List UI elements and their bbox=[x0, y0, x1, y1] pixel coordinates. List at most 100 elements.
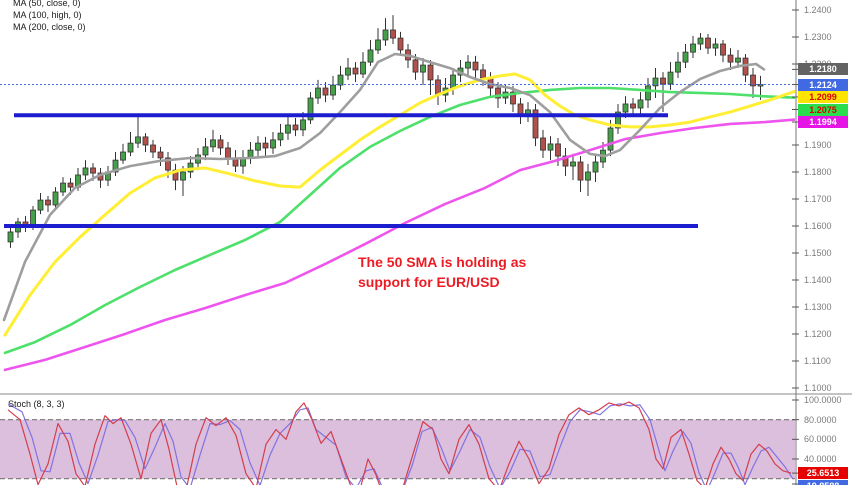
candle-bull bbox=[210, 139, 216, 148]
price-tick-label: 1.1700 bbox=[804, 194, 832, 204]
candle-bull bbox=[690, 43, 696, 53]
candle-bear bbox=[352, 67, 359, 75]
ma-50-line bbox=[2, 52, 766, 322]
candle-bear bbox=[217, 139, 224, 149]
candle-bull bbox=[255, 142, 261, 151]
price-tag: 1.2124 bbox=[798, 78, 848, 91]
candle-bear bbox=[630, 103, 636, 109]
stochastic-panel[interactable] bbox=[0, 401, 795, 485]
candle-bull bbox=[592, 161, 599, 173]
candle-bear bbox=[397, 37, 404, 51]
candle-bull bbox=[420, 64, 426, 73]
candle-bear bbox=[292, 124, 299, 131]
candle-bear bbox=[225, 147, 231, 159]
candle-bull bbox=[585, 171, 591, 181]
stochastic-label: Stoch (8, 3, 3) bbox=[8, 399, 65, 409]
stoch-tick-label: 40.0000 bbox=[804, 453, 837, 464]
ma-200-line bbox=[3, 86, 795, 355]
candle-bull bbox=[30, 209, 36, 227]
candle-bull bbox=[7, 231, 14, 243]
price-tick-label: 1.2400 bbox=[804, 5, 832, 15]
candle-bull bbox=[450, 74, 456, 89]
candle-bull bbox=[277, 132, 284, 141]
candle-bear bbox=[427, 64, 434, 81]
main-panel[interactable] bbox=[0, 15, 795, 372]
stoch-tick-label: 80.0000 bbox=[804, 414, 837, 425]
ma50-label: MA (50, close, 0) bbox=[13, 0, 81, 8]
annotation-line-1: The 50 SMA is holding as bbox=[358, 254, 527, 270]
candle-bear bbox=[412, 59, 419, 73]
candle-bull bbox=[337, 74, 344, 86]
candle-bull bbox=[735, 57, 741, 63]
indicator-data-window: MA (50, close, 0) MA (100, high, 0) MA (… bbox=[13, 0, 86, 33]
candle-bull bbox=[127, 142, 134, 153]
price-tick-label: 1.1600 bbox=[804, 221, 832, 231]
candle-bear bbox=[90, 167, 96, 174]
candle-bull bbox=[120, 151, 126, 161]
candle-bear bbox=[720, 43, 726, 56]
price-tick-label: 1.1500 bbox=[804, 248, 832, 258]
candle-bull bbox=[180, 171, 186, 181]
price-tick-label: 1.1000 bbox=[804, 383, 832, 393]
candle-bull bbox=[307, 97, 314, 121]
candle-bear bbox=[750, 74, 756, 87]
candle-bull bbox=[135, 136, 141, 144]
candle-bear bbox=[142, 136, 149, 146]
candle-bull bbox=[375, 39, 381, 51]
stoch-tick-label: 100.0000 bbox=[804, 395, 842, 405]
stoch-band bbox=[0, 419, 795, 479]
candle-bull bbox=[112, 159, 119, 173]
stoch-main-tag: 25.6513 bbox=[798, 467, 848, 480]
candle-bull bbox=[315, 87, 321, 99]
candle-bull bbox=[330, 84, 336, 96]
candle-bear bbox=[495, 87, 501, 99]
candle-bear bbox=[150, 144, 156, 153]
stoch-main-line bbox=[7, 401, 792, 485]
candle-bull bbox=[345, 67, 351, 76]
candle-bull bbox=[652, 77, 659, 87]
candle-bear bbox=[390, 29, 396, 39]
chart-annotation: The 50 SMA is holding as support for EUR… bbox=[358, 252, 526, 292]
candle-bull bbox=[675, 61, 681, 73]
candle-bull bbox=[37, 199, 44, 211]
candle-bear bbox=[480, 69, 486, 79]
candle-bull bbox=[465, 61, 471, 69]
ma-long-line bbox=[3, 118, 795, 372]
candle-bull bbox=[60, 182, 66, 193]
candle-bear bbox=[322, 87, 329, 96]
candle-bull bbox=[360, 61, 366, 75]
candle-bear bbox=[555, 143, 561, 157]
candle-bear bbox=[165, 157, 171, 171]
price-tick-label: 1.1900 bbox=[804, 140, 832, 150]
candle-bull bbox=[82, 167, 89, 176]
candle-bull bbox=[285, 124, 291, 134]
candle-bear bbox=[660, 77, 666, 85]
ma100-label: MA (100, high, 0) bbox=[13, 10, 82, 20]
price-tick-label: 1.1300 bbox=[804, 302, 832, 312]
price-tick-label: 1.1200 bbox=[804, 329, 832, 339]
candle-bull bbox=[270, 139, 276, 149]
candle-bull bbox=[547, 143, 554, 151]
price-tick-label: 1.1100 bbox=[804, 356, 831, 366]
candle-bull bbox=[667, 71, 674, 85]
price-tick-label: 1.1400 bbox=[804, 275, 832, 285]
stoch-signal-line bbox=[7, 403, 794, 485]
candle-bear bbox=[67, 182, 74, 188]
candle-bear bbox=[532, 109, 539, 139]
stoch-tick-label: 60.0000 bbox=[804, 434, 837, 445]
candle-bear bbox=[262, 142, 269, 149]
candle-bull bbox=[367, 49, 374, 63]
candle-bear bbox=[577, 161, 584, 181]
annotation-line-2: support for EUR/USD bbox=[358, 274, 500, 290]
candle-bull bbox=[637, 99, 644, 109]
candle-bear bbox=[510, 91, 516, 105]
price-tag: 1.2075 bbox=[798, 103, 848, 116]
candle-bull bbox=[570, 161, 576, 167]
candle-bear bbox=[157, 151, 164, 159]
candle-bull bbox=[682, 51, 689, 63]
candle-bull bbox=[607, 127, 614, 151]
candle-bull bbox=[52, 191, 59, 206]
candle-bull bbox=[712, 43, 719, 49]
